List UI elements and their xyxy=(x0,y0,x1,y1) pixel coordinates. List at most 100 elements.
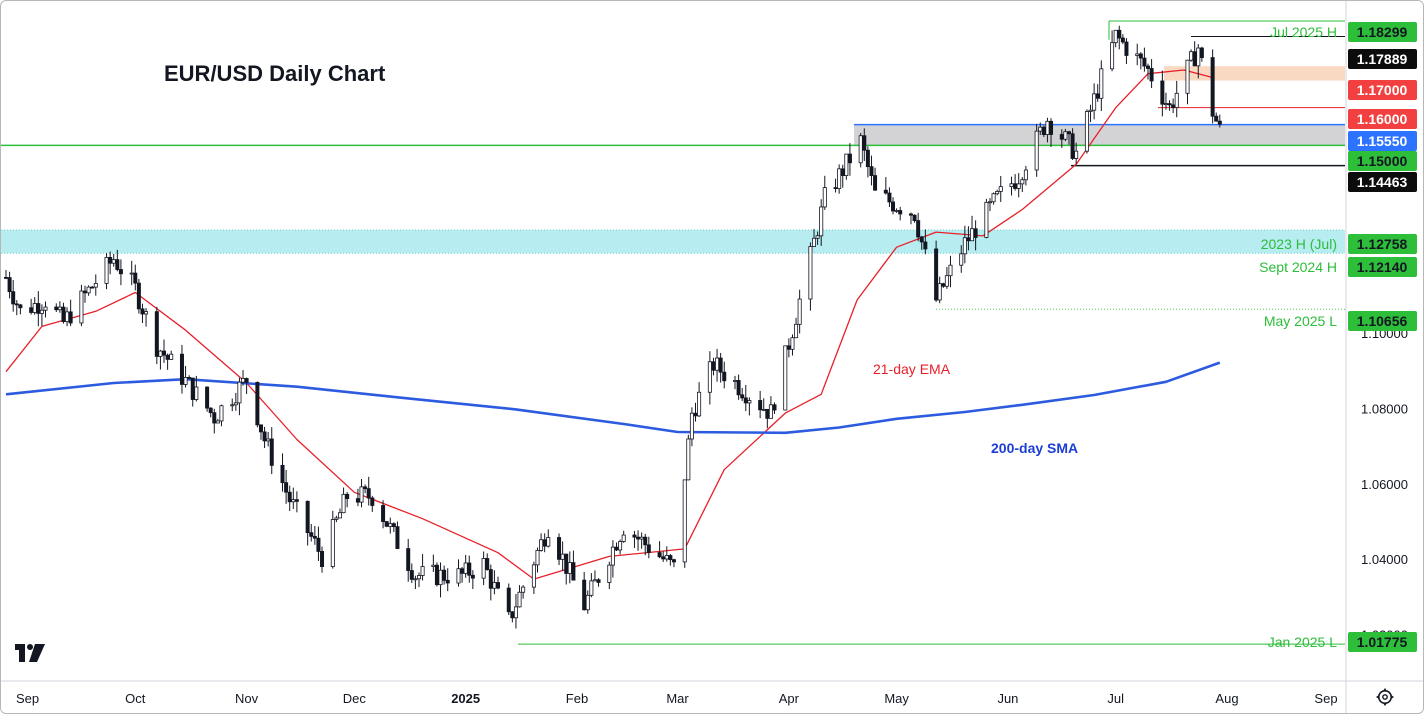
zone-band xyxy=(854,124,1345,146)
candle xyxy=(470,570,475,590)
candle xyxy=(614,542,619,552)
candle xyxy=(194,375,199,402)
candle-body-down xyxy=(381,505,386,522)
x-tick-label: May xyxy=(884,691,909,706)
candle xyxy=(567,551,572,584)
price-label-text: 1.01775 xyxy=(1357,634,1408,650)
price-label-text: 1.18299 xyxy=(1357,24,1408,40)
price-label: 1.17889 xyxy=(1348,49,1417,69)
candle-body-up xyxy=(158,350,163,357)
candle xyxy=(158,349,163,370)
candle-body-up xyxy=(686,438,691,481)
candle xyxy=(1013,174,1018,191)
candle-body-down xyxy=(891,201,896,212)
candle xyxy=(657,541,662,559)
price-label-box xyxy=(1348,151,1417,171)
candle-body-up xyxy=(330,519,335,567)
candle-body-up xyxy=(1099,68,1104,99)
candle-body-up xyxy=(111,259,116,264)
candle xyxy=(409,563,414,584)
candle xyxy=(90,285,95,289)
candle xyxy=(833,178,838,193)
candle xyxy=(1023,165,1028,186)
candle-body-down xyxy=(740,394,745,399)
annotations-layer: 21-day EMA 200-day SMA xyxy=(873,361,1078,456)
x-axis-ticks: Sep Oct Nov Dec 2025 Feb Mar Apr May Jun Jul Aug Sep xyxy=(16,691,1338,706)
candle-body-down xyxy=(305,500,310,534)
candle-body-down xyxy=(309,532,314,537)
candle-body-down xyxy=(370,497,375,506)
candle xyxy=(481,551,486,586)
candle xyxy=(998,175,1003,202)
candle-body-down xyxy=(1041,126,1046,135)
candle-body-down xyxy=(718,357,723,373)
candle-body-down xyxy=(916,220,921,238)
candle xyxy=(582,571,587,611)
candle-body-down xyxy=(108,256,113,264)
candle-body-up xyxy=(959,253,964,266)
candle xyxy=(531,561,536,594)
candle xyxy=(133,264,138,291)
candle xyxy=(115,249,120,272)
candle xyxy=(869,155,874,186)
candle xyxy=(786,338,791,358)
candle-body-up xyxy=(215,420,220,424)
candle-body-down xyxy=(1049,120,1054,135)
candle xyxy=(57,301,62,313)
candle xyxy=(542,533,547,553)
candle xyxy=(894,208,899,213)
candle xyxy=(108,251,113,275)
candle-body-down xyxy=(772,404,777,411)
candle xyxy=(237,377,242,416)
candle-body-down xyxy=(1066,131,1071,135)
price-scale[interactable] xyxy=(1346,1,1423,681)
x-tick-label: Feb xyxy=(566,691,588,706)
candle-body-up xyxy=(987,201,992,204)
candle-body-down xyxy=(923,241,928,250)
candle xyxy=(355,488,360,507)
candle xyxy=(822,175,827,210)
candle xyxy=(68,299,73,327)
candle-body-up xyxy=(808,246,813,300)
candle xyxy=(244,377,249,395)
candle-body-up xyxy=(858,135,863,164)
candle xyxy=(686,434,691,481)
candle xyxy=(1145,63,1150,80)
candle xyxy=(291,487,296,509)
tradingview-logo[interactable] xyxy=(15,644,45,662)
price-label-box xyxy=(1348,49,1417,69)
candle xyxy=(83,285,88,303)
price-label: 1.12758 xyxy=(1348,234,1417,254)
candle xyxy=(208,407,213,418)
candle xyxy=(136,278,141,314)
candle-body-up xyxy=(334,517,339,520)
candle xyxy=(93,274,98,296)
candle xyxy=(923,229,928,255)
candle-body-down xyxy=(1145,65,1150,69)
candle xyxy=(7,271,12,299)
candle-body-up xyxy=(93,283,98,288)
zone-band xyxy=(1,229,1345,254)
candle-body-down xyxy=(395,526,400,549)
candle-body-up xyxy=(431,564,436,567)
candle-body-up xyxy=(521,586,526,593)
candle-body-down xyxy=(391,523,396,528)
candle xyxy=(420,554,425,581)
candle xyxy=(284,469,289,504)
candle-body-down xyxy=(869,166,874,176)
candle-body-down xyxy=(1120,37,1125,43)
candle-body-down xyxy=(722,371,727,382)
x-tick-label: Nov xyxy=(235,691,259,706)
time-scale[interactable] xyxy=(1,682,1345,713)
candle xyxy=(337,508,342,519)
candle-body-down xyxy=(316,537,321,552)
candle-body-up xyxy=(689,412,694,440)
candle-body-down xyxy=(873,175,878,191)
price-label: 1.15550 xyxy=(1348,131,1417,151)
candle xyxy=(740,387,745,402)
candle xyxy=(797,289,802,334)
candle-body-down xyxy=(255,381,260,426)
candle-body-up xyxy=(998,186,1003,192)
candle xyxy=(862,128,867,161)
gear-icon[interactable] xyxy=(1376,688,1394,706)
